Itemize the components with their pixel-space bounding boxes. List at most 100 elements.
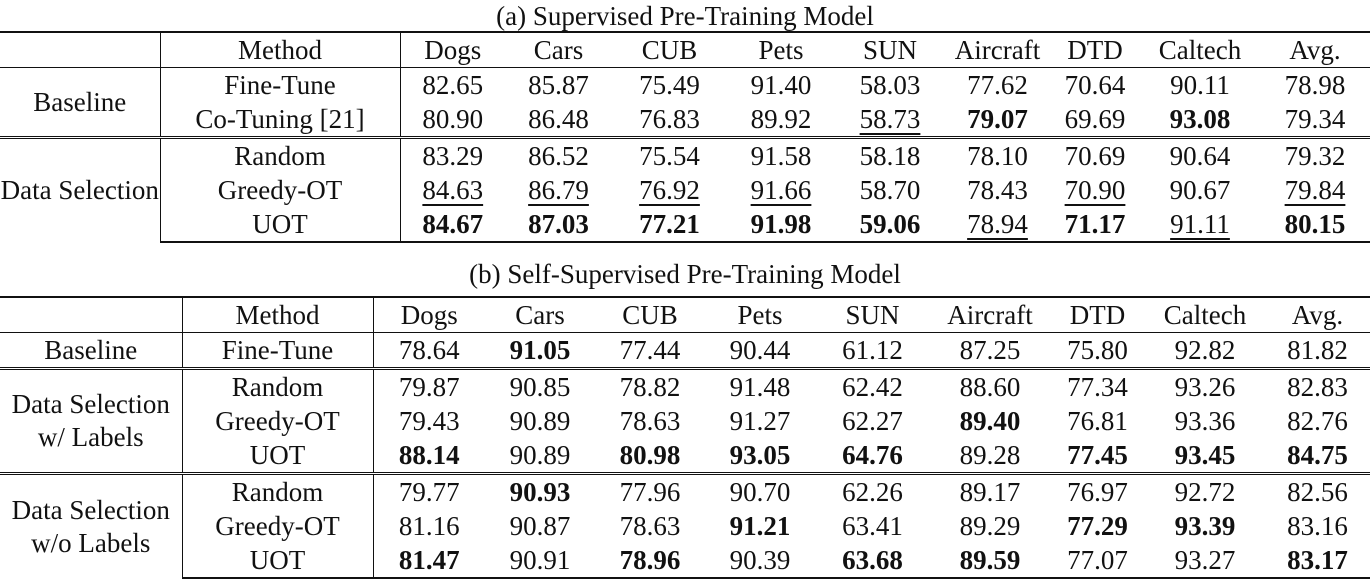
value-text: 82.83 [1287,372,1348,402]
value-cell: 89.28 [930,438,1050,474]
value-cell: 90.64 [1140,136,1260,173]
value-cell: 79.43 [373,404,485,438]
value-cell: 64.76 [815,438,930,474]
value-cell: 78.63 [595,404,705,438]
value-text: 75.49 [639,70,700,100]
value-text: 63.41 [842,511,903,541]
value-text: 80.15 [1284,209,1346,239]
value-cell: 78.10 [945,136,1050,173]
value-text: 58.73 [859,104,921,134]
value-cell: 89.17 [930,472,1050,509]
value-cell: 70.69 [1050,136,1140,173]
value-text: 64.76 [842,440,903,470]
method-cell: Greedy-OT [160,173,401,207]
value-cell: 75.54 [612,136,727,173]
value-text: 93.27 [1174,545,1236,575]
table-row: Data Selection w/o Labels Random 79.77 90.9… [0,472,1370,578]
value-text: 77.62 [967,70,1028,100]
value-text: 78.64 [398,335,460,365]
table-row: Greedy-OT 81.16 90.87 78.63 91.21 63.41 89.29 7… [0,509,1370,543]
value-cell: 93.39 [1145,509,1265,543]
value-cell: 91.98 [727,207,835,243]
value-cell: 77.44 [595,333,705,369]
value-text: 78.63 [619,406,681,436]
method-cell: UOT [182,543,374,579]
value-cell: 87.03 [505,207,612,243]
value-text: 62.42 [842,372,903,402]
value-text: 83.29 [422,141,484,171]
value-cell: 91.66 [727,173,835,207]
header-row: Method Dogs Cars CUB Pets SUN Aircraft DTD Calte… [0,31,1370,68]
column-header: SUN [835,31,945,68]
value-text: 78.98 [1284,70,1346,100]
method-cell: Random [182,367,374,404]
value-text: 78.10 [967,141,1028,171]
value-cell: 70.90 [1050,173,1140,207]
method-cell: Random [160,136,401,173]
value-cell: 83.17 [1265,543,1370,579]
value-cell: 59.06 [835,207,945,243]
value-text: 76.97 [1067,477,1128,507]
value-text: 78.96 [619,545,681,575]
value-text: 90.39 [729,545,791,575]
value-cell: 77.21 [612,207,727,243]
value-cell: 90.70 [705,472,815,509]
method-cell: Co-Tuning [21] [160,102,401,138]
value-text: 92.82 [1174,335,1236,365]
value-text: 83.16 [1287,511,1348,541]
column-header: CUB [612,31,727,68]
table-b-caption: (b) Self-Supervised Pre-Training Model [469,259,901,289]
table-row: UOT 84.67 87.03 77.21 91.98 59.06 78.94 71.17 91… [0,207,1370,243]
value-text: 61.12 [842,335,903,365]
value-text: 76.83 [639,104,700,134]
value-text: 89.59 [959,545,1021,575]
group-label: Data Selection w/o Labels [0,472,183,578]
column-header: Dogs [373,296,485,333]
value-text: 86.52 [528,141,589,171]
value-cell: 88.60 [930,367,1050,404]
column-header: Method [182,296,374,333]
value-cell: 58.70 [835,173,945,207]
value-text: 77.44 [619,335,681,365]
value-cell: 84.75 [1265,438,1370,474]
value-text: 91.40 [750,70,812,100]
value-cell: 91.27 [705,404,815,438]
value-cell: 63.41 [815,509,930,543]
value-cell: 93.27 [1145,543,1265,579]
value-cell: 75.80 [1050,333,1145,369]
value-text: 59.06 [859,209,921,239]
value-cell: 70.64 [1050,68,1140,103]
table-row: Co-Tuning [21] 80.90 86.48 76.83 89.92 58.73 7… [0,102,1370,138]
value-text: 78.94 [967,209,1028,239]
column-header: Aircraft [945,31,1050,68]
value-cell: 62.42 [815,367,930,404]
value-text: 77.29 [1067,511,1128,541]
value-text: 79.87 [398,372,460,402]
value-text: 81.16 [398,511,460,541]
value-cell: 88.14 [373,438,485,474]
value-cell: 87.25 [930,333,1050,369]
column-header [0,296,183,333]
value-cell: 82.83 [1265,367,1370,404]
value-cell: 77.62 [945,68,1050,103]
value-text: 90.67 [1169,175,1231,205]
value-text: 90.85 [509,372,571,402]
value-text: 90.11 [1170,70,1230,100]
value-cell: 85.87 [505,68,612,103]
table-a-caption: (a) Supervised Pre-Training Model [496,1,874,31]
value-cell: 90.89 [485,404,595,438]
value-cell: 91.58 [727,136,835,173]
method-cell: Greedy-OT [182,404,374,438]
value-text: 90.64 [1169,141,1231,171]
value-text: 78.82 [619,372,681,402]
value-cell: 89.40 [930,404,1050,438]
value-cell: 61.12 [815,333,930,369]
value-cell: 77.45 [1050,438,1145,474]
value-text: 93.45 [1174,440,1236,470]
method-cell: Fine-Tune [182,332,374,369]
value-cell: 89.92 [727,102,835,138]
value-cell: 78.43 [945,173,1050,207]
value-cell: 84.63 [400,173,505,207]
value-cell: 84.67 [400,207,505,243]
column-header: Dogs [400,31,505,68]
